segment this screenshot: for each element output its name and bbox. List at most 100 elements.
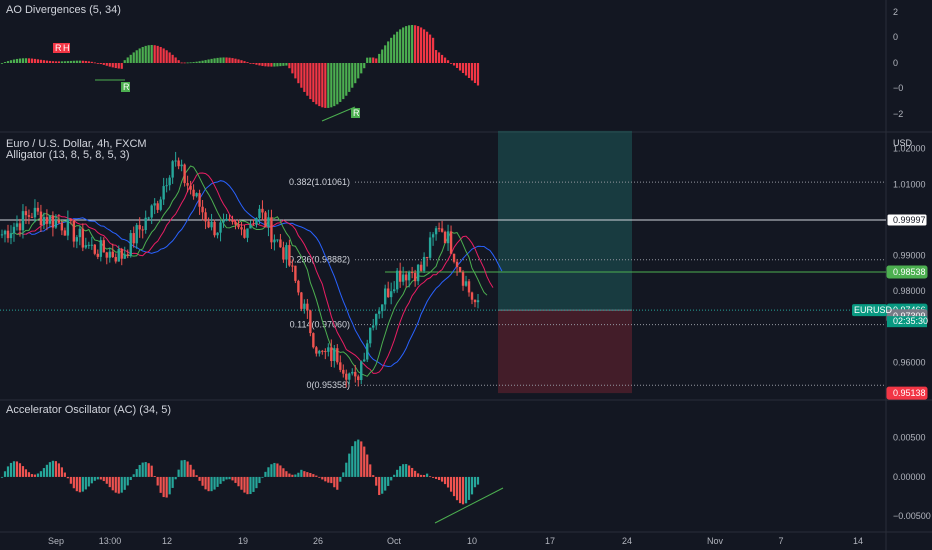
ao-bar	[351, 63, 354, 88]
ao-bar	[399, 29, 402, 64]
alligator-jaw-line	[25, 180, 503, 368]
candle-body	[264, 212, 267, 228]
ao-bar	[183, 62, 186, 64]
ac-bar	[297, 472, 300, 477]
ao-bar	[258, 63, 261, 66]
candle-body	[177, 160, 180, 167]
ao-title: AO Divergences (5, 34)	[6, 4, 121, 16]
ac-bar	[12, 461, 16, 477]
ac-bar	[141, 462, 144, 477]
ac-bar	[246, 476, 249, 495]
candle-body	[207, 221, 210, 228]
ao-bar	[234, 58, 237, 63]
ao-bar	[21, 58, 25, 63]
ac-bar	[249, 476, 252, 495]
ac-bar	[318, 476, 321, 478]
candle-body	[443, 231, 447, 244]
candle-body	[57, 220, 61, 223]
ao-bar	[387, 41, 390, 63]
ao-bar	[434, 50, 438, 63]
ao-bar	[327, 63, 330, 108]
ao-bar	[174, 57, 177, 63]
candle-body	[195, 193, 198, 197]
ao-bar	[0, 63, 4, 64]
ac-bar	[234, 476, 237, 483]
ao-bar	[96, 63, 99, 64]
ao-bar	[333, 63, 336, 107]
candle-body	[99, 240, 102, 257]
ao-bar	[108, 63, 111, 67]
ac-bar	[429, 476, 432, 478]
ac-tick-label: −0.00500	[893, 511, 931, 521]
candle-body	[446, 231, 450, 244]
candle-body	[342, 369, 345, 374]
candle-body	[201, 206, 204, 213]
candle-body	[348, 373, 351, 380]
ac-bar	[408, 465, 411, 477]
ac-bar	[225, 476, 228, 480]
bull-divergence-label-1-box	[121, 82, 130, 92]
ac-bar	[437, 476, 441, 481]
ao-bar	[9, 60, 13, 63]
ac-bar	[285, 471, 288, 477]
ac-bar	[420, 474, 423, 477]
candle-body	[300, 292, 303, 309]
candle-body	[138, 225, 141, 230]
candle-body	[354, 371, 357, 377]
candle-body	[126, 254, 129, 256]
ac-bar	[431, 476, 435, 478]
ao-bar	[279, 63, 282, 67]
ac-bar	[102, 476, 105, 482]
candle-body	[291, 265, 294, 267]
candle-body	[216, 232, 219, 236]
ac-bar	[476, 476, 480, 485]
ac-bar	[123, 476, 126, 490]
ac-bar	[48, 462, 51, 477]
ao-bar	[297, 63, 300, 84]
time-tick-label: 19	[238, 536, 248, 546]
ao-bar	[60, 61, 63, 63]
ao-bar	[15, 58, 19, 63]
ao-bar	[126, 57, 129, 63]
ao-bar	[390, 37, 393, 63]
candle-body	[422, 256, 426, 271]
ac-bar	[135, 469, 138, 477]
candle-body	[440, 228, 444, 232]
ao-bar	[243, 61, 246, 63]
ac-bar	[312, 474, 315, 477]
ao-bar	[45, 60, 49, 63]
candle-body	[75, 237, 79, 242]
candle-body	[21, 211, 25, 231]
candle-body	[141, 229, 144, 231]
bull-divergence-label-1-text: R	[123, 82, 130, 92]
candle-body	[174, 160, 177, 162]
ac-bar	[18, 463, 22, 477]
ac-bar	[351, 446, 354, 477]
ac-bar	[261, 476, 264, 478]
ao-bar	[57, 61, 60, 63]
candle-body	[294, 265, 297, 281]
candle-body	[351, 371, 354, 374]
candle-body	[30, 216, 34, 218]
ao-bar	[372, 57, 375, 63]
time-tick-label: 24	[622, 536, 632, 546]
ac-bar	[66, 476, 69, 479]
ac-bar	[345, 462, 348, 477]
ao-bar	[255, 63, 258, 65]
candle-body	[279, 239, 282, 248]
ac-bar	[63, 472, 66, 477]
ao-bar	[180, 62, 183, 64]
ao-bar	[159, 46, 162, 63]
ao-bar	[458, 63, 462, 71]
ao-bar	[78, 60, 81, 63]
price-pane: 0.382(1.01061) 0.236(0.98882) 0.114(0.9706…	[0, 130, 928, 400]
ao-bar	[246, 62, 249, 63]
candle-body	[437, 228, 441, 230]
ac-bar	[279, 465, 282, 477]
ao-bar	[81, 60, 84, 63]
candle-body	[285, 245, 288, 260]
ac-bar	[54, 461, 57, 477]
ao-bar	[153, 45, 156, 63]
ao-bar	[429, 34, 432, 63]
